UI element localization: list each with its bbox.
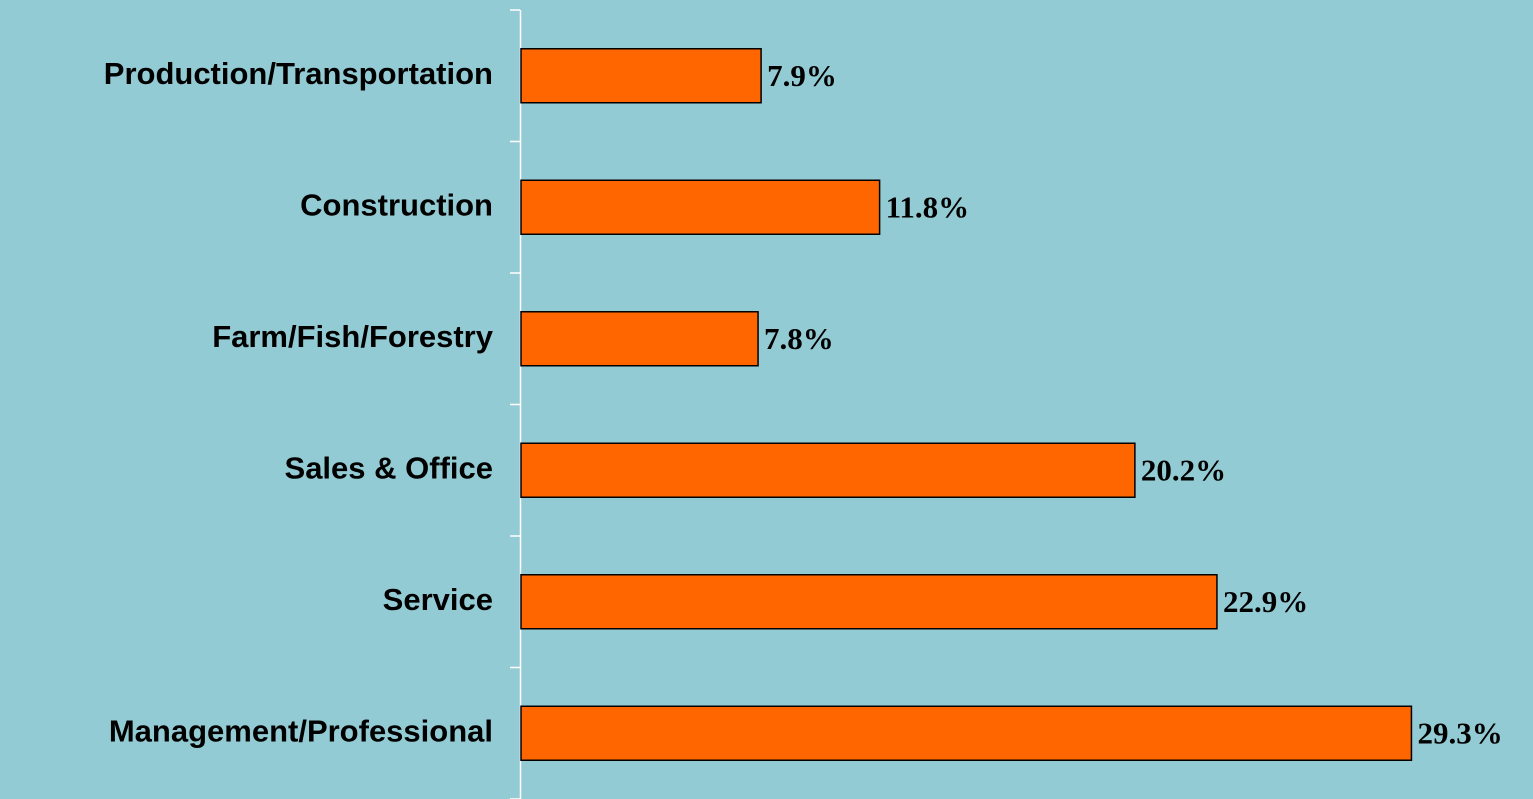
bar [520,179,881,235]
category-label: Service [383,582,493,617]
value-label: 11.8% [886,189,970,224]
category-label: Production/Transportation [104,56,493,91]
category-label: Management/Professional [109,713,493,748]
value-label: 7.9% [767,58,837,93]
value-label: 22.9% [1223,584,1308,619]
bar [520,48,762,104]
bar [520,311,759,367]
bar [520,705,1413,761]
value-label: 20.2% [1141,452,1226,487]
category-label: Construction [300,187,493,222]
bar [520,574,1218,630]
category-label: Sales & Office [285,450,493,485]
category-label: Farm/Fish/Forestry [212,319,494,354]
value-label: 7.8% [764,321,834,356]
bar [520,442,1136,498]
value-label: 29.3% [1417,715,1502,750]
